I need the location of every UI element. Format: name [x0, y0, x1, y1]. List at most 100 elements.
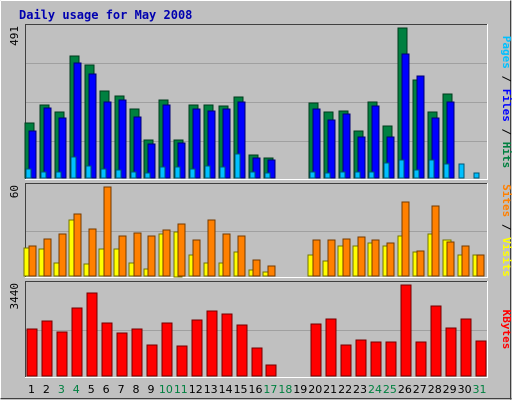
bar-files-day-6: [103, 101, 112, 179]
bar-files-day-1: [28, 130, 37, 179]
bar-sites-day-7: [118, 235, 127, 277]
bar-kbytes-day-1: [26, 328, 38, 377]
bar-pages-day-14: [219, 166, 226, 179]
bar-files-day-7: [118, 99, 127, 179]
chart-panels: 491 Pages / Files / Hits 60 Sites / Visits 3…: [8, 24, 512, 378]
bar-files-day-15: [237, 101, 246, 179]
bar-kbytes-day-27: [415, 341, 427, 377]
panel-top: 491 Pages / Files / Hits: [8, 24, 512, 180]
bar-pages-day-13: [204, 165, 211, 179]
x-tick-day-17: 17: [263, 383, 277, 396]
x-tick-day-7: 7: [118, 383, 125, 396]
bar-kbytes-day-12: [191, 319, 203, 377]
x-tick-day-2: 2: [43, 383, 50, 396]
bar-files-day-8: [133, 116, 142, 179]
bar-sites-day-24: [371, 239, 380, 277]
x-tick-day-18: 18: [278, 383, 292, 396]
legend-label-middle: Sites / Visits: [500, 184, 512, 277]
bar-sites-day-31: [476, 254, 485, 277]
bar-sites-day-29: [446, 241, 455, 277]
bar-kbytes-day-14: [221, 313, 233, 377]
y-max-label-middle: 60: [8, 185, 21, 198]
bar-files-day-16: [252, 157, 261, 179]
x-tick-day-28: 28: [428, 383, 442, 396]
bar-files-day-14: [222, 108, 231, 179]
legend-part: Files: [500, 89, 512, 122]
bar-kbytes-day-11: [176, 345, 188, 377]
bar-kbytes-day-10: [161, 322, 173, 377]
x-tick-day-20: 20: [308, 383, 322, 396]
bar-kbytes-day-20: [310, 323, 322, 377]
bar-sites-day-17: [267, 265, 276, 277]
bar-files-day-26: [401, 53, 410, 179]
panel-middle: 60 Sites / Visits: [8, 183, 512, 278]
bar-kbytes-day-8: [131, 328, 143, 377]
bar-sites-day-3: [58, 233, 67, 277]
legend-label-bottom: KBytes: [500, 310, 512, 350]
x-tick-day-26: 26: [398, 383, 412, 396]
bar-kbytes-day-31: [475, 340, 487, 377]
bar-sites-day-21: [327, 239, 336, 277]
bar-files-day-2: [43, 107, 52, 179]
bar-sites-day-14: [222, 233, 231, 277]
bar-kbytes-day-23: [355, 339, 367, 377]
bar-kbytes-day-26: [400, 284, 412, 377]
bar-kbytes-day-24: [370, 341, 382, 377]
x-tick-day-14: 14: [219, 383, 233, 396]
bar-kbytes-day-16: [251, 347, 263, 377]
bar-kbytes-day-30: [460, 318, 472, 377]
bar-pages-day-23: [354, 171, 361, 179]
panel-bottom: 3440 KBytes: [8, 281, 512, 378]
x-tick-day-9: 9: [147, 383, 154, 396]
bar-pages-day-5: [85, 165, 92, 179]
bar-sites-day-16: [252, 259, 261, 277]
bar-kbytes-day-22: [340, 344, 352, 377]
bar-sites-day-10: [162, 229, 171, 277]
x-tick-day-3: 3: [58, 383, 65, 396]
bar-files-day-29: [446, 101, 455, 179]
x-tick-day-6: 6: [103, 383, 110, 396]
series-sites: [28, 186, 485, 277]
bar-kbytes-day-17: [265, 364, 277, 377]
bar-files-day-10: [162, 104, 171, 179]
bar-pages-day-24: [368, 171, 375, 179]
x-tick-day-13: 13: [204, 383, 218, 396]
bar-pages-day-15: [234, 153, 241, 179]
bar-pages-day-12: [189, 168, 196, 179]
bar-pages-day-29: [443, 163, 450, 179]
bar-sites-day-28: [431, 205, 440, 277]
bar-sites-day-30: [461, 245, 470, 277]
bar-pages-day-9: [144, 172, 151, 179]
x-tick-day-25: 25: [383, 383, 397, 396]
bar-kbytes-day-9: [146, 344, 158, 377]
bar-pages-day-17: [264, 172, 271, 179]
x-axis-day-labels: 1 2 3 4 5 6 7 8 9 10 11 12 13 14 15 16 17 18 19 20 21 22 23 24 2…: [28, 383, 487, 396]
bar-sites-day-23: [357, 236, 366, 277]
legend-part: Pages: [500, 36, 512, 69]
bar-sites-day-1: [28, 245, 37, 277]
bar-kbytes-day-4: [71, 307, 83, 377]
bar-sites-day-15: [237, 235, 246, 277]
bar-pages-day-8: [130, 171, 137, 179]
bar-pages-day-22: [339, 171, 346, 179]
x-tick-day-5: 5: [88, 383, 95, 396]
bar-kbytes-day-2: [41, 320, 53, 377]
bar-sites-day-25: [386, 242, 395, 277]
bar-pages-day-11: [174, 166, 181, 179]
bar-files-day-27: [416, 75, 425, 179]
bar-sites-day-4: [73, 213, 82, 277]
x-tick-day-24: 24: [368, 383, 382, 396]
bar-pages-day-21: [324, 172, 331, 179]
x-tick-day-12: 12: [189, 383, 203, 396]
bar-kbytes-day-21: [325, 318, 337, 377]
x-tick-day-23: 23: [353, 383, 367, 396]
legend-part: Hits: [500, 142, 512, 169]
bar-files-day-28: [431, 117, 440, 179]
bar-pages-day-20: [309, 171, 316, 179]
legend-part: /: [500, 217, 512, 237]
bar-sites-day-2: [43, 238, 52, 277]
bar-files-day-13: [207, 110, 216, 179]
bar-files-day-3: [58, 117, 67, 179]
bar-sites-day-26: [401, 201, 410, 277]
bar-kbytes-day-28: [430, 305, 442, 377]
